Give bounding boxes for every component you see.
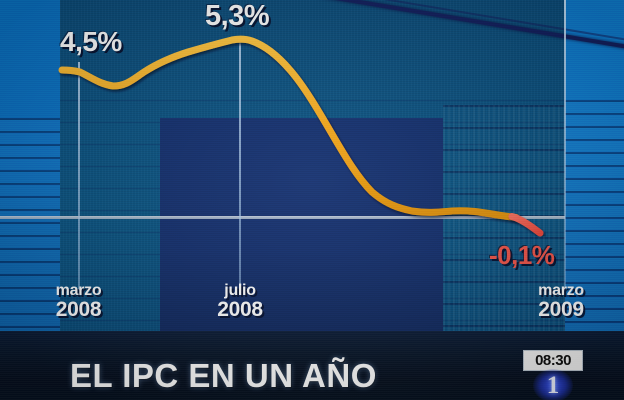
tick-marker-line-marzo-2009 <box>564 0 566 290</box>
value-label-start: 4,5% <box>60 26 122 58</box>
tick-marker-line-julio-2008 <box>239 40 241 290</box>
value-label-end: -0,1% <box>489 240 555 271</box>
left-panel-texture <box>0 118 60 338</box>
axis-label-julio-2008: julio 2008 <box>180 282 300 321</box>
axis-label-month: marzo <box>500 282 622 299</box>
axis-label-marzo-2009: marzo 2009 <box>500 282 622 321</box>
channel-logo-glow <box>533 369 573 400</box>
axis-label-month: marzo <box>16 282 141 299</box>
lower-third-bar <box>0 331 624 400</box>
axis-label-month: julio <box>180 282 300 299</box>
ipc-line-positive <box>58 35 520 221</box>
headline-text: EL IPC EN UN AÑO <box>70 357 377 395</box>
chart-dotted-gridlines <box>443 105 565 340</box>
chart-center-plate <box>160 118 443 340</box>
value-label-peak: 5,3% <box>205 0 270 33</box>
clock-time: 08:30 <box>535 352 571 369</box>
lower-third-texture <box>0 331 624 400</box>
ipc-line-negative <box>508 213 544 237</box>
axis-label-year: 2009 <box>500 299 622 321</box>
right-panel-texture <box>565 100 624 340</box>
axis-label-marzo-2008: marzo 2008 <box>16 282 141 321</box>
channel-logo-number: 1 <box>547 372 560 400</box>
tick-marker-line-marzo-2008 <box>78 62 80 290</box>
channel-logo: 1 <box>533 369 573 400</box>
axis-label-year: 2008 <box>180 299 300 321</box>
chart-dotted-gridlines-overlay <box>443 105 565 340</box>
axis-label-year: 2008 <box>16 299 141 321</box>
chart-zero-baseline <box>0 216 565 219</box>
